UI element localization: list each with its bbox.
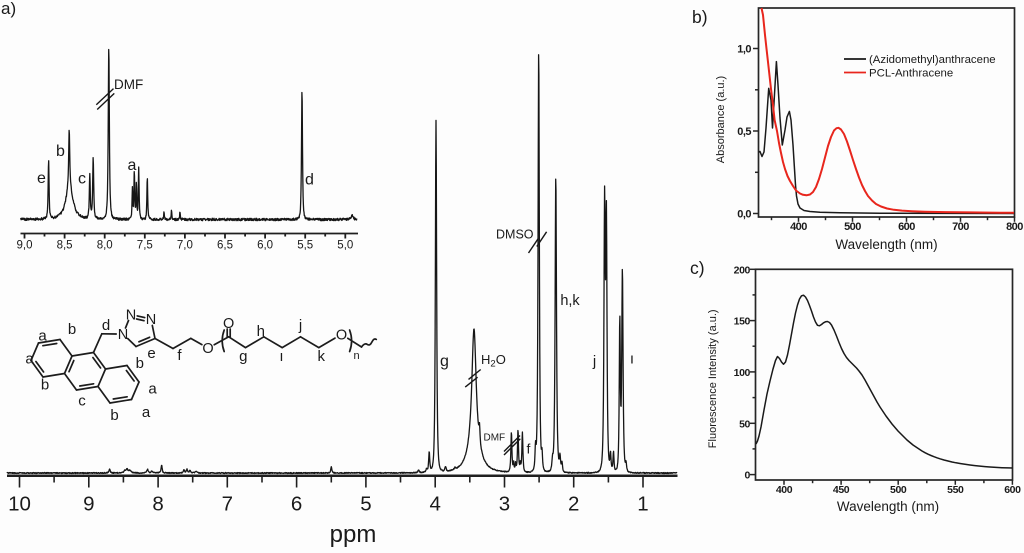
svg-text:1,0: 1,0 [737, 44, 751, 56]
svg-text:b: b [136, 355, 144, 372]
svg-text:H2O: H2O [481, 352, 506, 370]
svg-text:500: 500 [890, 484, 907, 496]
svg-text:O: O [336, 327, 347, 343]
svg-text:DMF: DMF [484, 433, 506, 444]
svg-text:f: f [177, 347, 182, 364]
svg-text:5,0: 5,0 [337, 240, 353, 252]
svg-text:100: 100 [734, 367, 751, 379]
svg-text:6,0: 6,0 [257, 240, 273, 252]
svg-text:k: k [318, 348, 326, 365]
svg-text:6: 6 [291, 493, 302, 516]
svg-text:h,k: h,k [560, 293, 580, 309]
svg-text:600: 600 [1004, 484, 1021, 496]
svg-text:9,0: 9,0 [17, 240, 33, 252]
svg-text:O: O [202, 341, 213, 357]
svg-text:Fluorescence Intensity (a.u.): Fluorescence Intensity (a.u.) [707, 309, 719, 448]
svg-text:0,0: 0,0 [737, 209, 751, 221]
svg-text:Wavelength (nm): Wavelength (nm) [837, 499, 939, 514]
svg-text:d: d [305, 172, 314, 189]
svg-text:O: O [223, 316, 234, 332]
svg-text:PCL-Anthracene: PCL-Anthracene [869, 68, 953, 80]
svg-text:N: N [146, 312, 156, 328]
svg-text:e: e [37, 170, 46, 187]
svg-text:ı: ı [279, 348, 283, 365]
svg-text:e: e [147, 345, 155, 362]
svg-text:7,0: 7,0 [177, 240, 193, 252]
svg-text:8: 8 [152, 493, 163, 516]
svg-text:5: 5 [360, 493, 371, 516]
svg-text:N: N [118, 327, 128, 343]
svg-text:8,0: 8,0 [97, 240, 113, 252]
svg-text:DMF: DMF [114, 77, 143, 92]
svg-text:j: j [592, 353, 596, 370]
svg-text:a: a [38, 328, 47, 345]
svg-text:a: a [142, 404, 151, 421]
svg-text:b: b [110, 407, 118, 424]
svg-text:0,5: 0,5 [737, 126, 751, 138]
svg-text:ppm: ppm [330, 521, 377, 548]
svg-text:5,5: 5,5 [297, 240, 313, 252]
svg-text:g: g [440, 353, 449, 370]
svg-text:a): a) [1, 0, 16, 18]
svg-text:800: 800 [1006, 221, 1023, 233]
svg-text:ı: ı [630, 351, 634, 368]
svg-text:c): c) [690, 258, 705, 278]
svg-text:550: 550 [947, 484, 964, 496]
svg-text:500: 500 [844, 221, 861, 233]
svg-text:a: a [148, 381, 157, 398]
svg-text:200: 200 [734, 264, 751, 276]
svg-text:2: 2 [568, 493, 579, 516]
svg-text:f: f [527, 441, 531, 457]
svg-text:c: c [78, 393, 86, 410]
svg-text:4: 4 [429, 493, 440, 516]
svg-text:b: b [56, 143, 65, 160]
svg-text:50: 50 [739, 418, 750, 430]
svg-text:150: 150 [734, 316, 751, 328]
svg-text:(Azidomethyl)anthracene: (Azidomethyl)anthracene [869, 54, 996, 66]
svg-text:d: d [102, 317, 110, 334]
svg-text:9: 9 [83, 493, 94, 516]
svg-text:1: 1 [637, 493, 648, 516]
svg-text:7: 7 [222, 493, 233, 516]
svg-text:8,5: 8,5 [57, 240, 73, 252]
svg-text:g: g [239, 348, 247, 365]
svg-text:400: 400 [776, 484, 793, 496]
svg-text:6,5: 6,5 [217, 240, 233, 252]
svg-text:a: a [25, 351, 34, 368]
svg-text:n: n [353, 350, 359, 362]
svg-text:7,5: 7,5 [137, 240, 153, 252]
svg-text:b: b [68, 321, 76, 338]
svg-text:700: 700 [952, 221, 969, 233]
svg-text:j: j [298, 317, 302, 334]
svg-text:a: a [128, 157, 137, 174]
svg-text:b): b) [692, 7, 708, 27]
svg-text:h: h [257, 323, 265, 340]
svg-text:N: N [126, 308, 136, 324]
svg-text:DMSO: DMSO [496, 228, 534, 242]
svg-text:b: b [41, 377, 49, 394]
svg-text:Absorbance (a.u.): Absorbance (a.u.) [715, 76, 727, 163]
svg-text:c: c [78, 171, 86, 188]
svg-text:600: 600 [898, 221, 915, 233]
svg-text:10: 10 [8, 493, 31, 516]
svg-text:Wavelength (nm): Wavelength (nm) [835, 237, 937, 252]
svg-text:400: 400 [790, 221, 807, 233]
svg-text:450: 450 [833, 484, 850, 496]
svg-text:3: 3 [499, 493, 510, 516]
svg-text:0: 0 [745, 470, 751, 482]
